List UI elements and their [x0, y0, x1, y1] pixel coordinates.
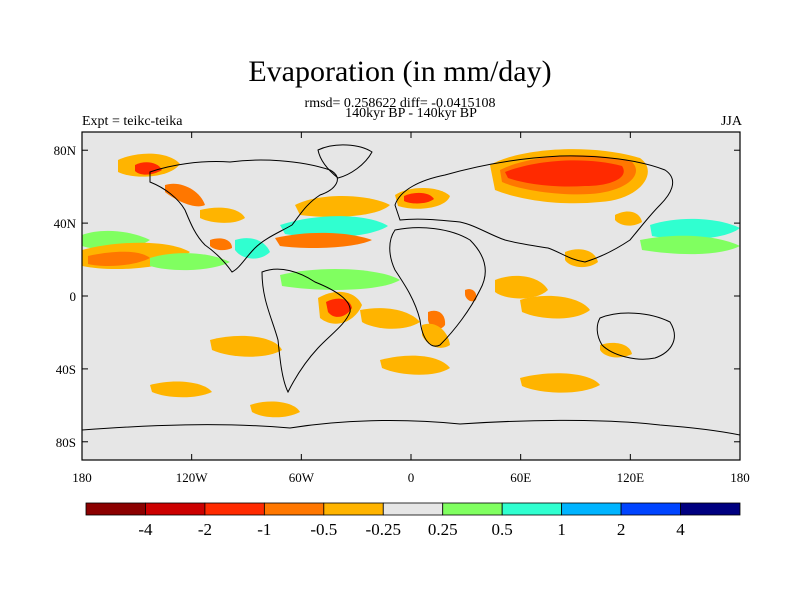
- colorbar-label: 2: [617, 520, 626, 539]
- colorbar-swatch: [382, 502, 444, 516]
- contour-brazil-core: [326, 298, 352, 317]
- colorbar-label: 0.25: [428, 520, 458, 539]
- colorbar-swatch: [680, 502, 741, 516]
- colorbar: -4 -2 -1 -0.5 -0.25 0.25 0.5 1 2 4: [85, 502, 741, 539]
- contour-madagascar: [465, 289, 477, 302]
- colorbar-swatch: [501, 502, 563, 516]
- contour-s-atlantic: [360, 308, 420, 329]
- contour-australia-south: [600, 342, 632, 358]
- y-tick-label: 40N: [54, 216, 77, 231]
- x-tick-label: 120W: [176, 470, 209, 485]
- contour-hawaii: [150, 253, 230, 271]
- x-tick-label: 180: [72, 470, 92, 485]
- colorbar-swatch: [620, 502, 681, 516]
- colorbar-swatch: [85, 502, 146, 516]
- coast-south-america: [261, 268, 351, 394]
- y-tick-label: 40S: [56, 362, 76, 377]
- colorbar-swatch: [561, 502, 622, 516]
- x-tick-label: 180: [730, 470, 750, 485]
- x-tick-label: 60W: [289, 470, 315, 485]
- contour-s-pacific: [210, 335, 282, 357]
- coast-australia: [596, 312, 675, 360]
- colorbar-swatch: [442, 502, 503, 516]
- colorbar-label: 0.5: [492, 520, 513, 539]
- x-tick-label: 0: [408, 470, 415, 485]
- colorbar-label: -0.5: [310, 520, 337, 539]
- colorbar-label: -1: [257, 520, 271, 539]
- contour-s-indian: [520, 295, 590, 319]
- contour-n-pacific-core: [88, 251, 150, 266]
- coast-greenland: [317, 144, 373, 179]
- experiment-label: Expt = teikc-teika: [82, 114, 183, 129]
- contour-n-atlantic-pos: [280, 216, 388, 238]
- coast-antarctica: [82, 419, 740, 436]
- contour-s-pacific-band: [150, 381, 212, 398]
- y-tick-label: 0: [70, 289, 77, 304]
- colorbar-label: 4: [676, 520, 685, 539]
- x-tick-label: 60E: [510, 470, 531, 485]
- colorbar-label: -2: [198, 520, 212, 539]
- coast-north-america: [149, 159, 338, 273]
- coast-eurasia: [394, 155, 674, 263]
- contour-s-indian-mid: [520, 373, 600, 393]
- contour-bay-bengal: [565, 249, 598, 268]
- colorbar-swatch: [263, 502, 325, 516]
- contour-southern-ocean: [250, 401, 300, 418]
- coast-africa: [389, 227, 486, 347]
- contour-n-atlantic-neg: [295, 195, 390, 217]
- colorbar-label: 1: [557, 520, 566, 539]
- x-tick-label: 120E: [617, 470, 645, 485]
- contour-siberia-core: [505, 160, 624, 187]
- colorbar-label: -4: [138, 520, 153, 539]
- y-tick-label: 80N: [54, 143, 77, 158]
- coastlines: [82, 144, 740, 436]
- colorbar-label: -0.25: [366, 520, 401, 539]
- y-tick-label: 80S: [56, 435, 76, 450]
- contour-mexico: [210, 238, 232, 251]
- contour-fills: [82, 149, 740, 418]
- axis-ticks: 180 120W 60W 0 60E 120E 180 80N 40N 0 40S 80S: [54, 132, 750, 485]
- contour-europe-core: [404, 192, 434, 204]
- contour-s-atlantic-mid: [380, 355, 450, 375]
- colorbar-swatch: [204, 502, 265, 516]
- contour-w-pacific-pos: [650, 218, 740, 240]
- contour-trop-atlantic: [280, 268, 400, 290]
- contour-arabian-sea: [495, 275, 548, 299]
- season-label: JJA: [720, 114, 742, 129]
- plot-title: Evaporation (in mm/day): [248, 55, 552, 88]
- contour-japan: [615, 211, 642, 226]
- stats-line: rmsd= 0.258622 diff= -0.0415108: [304, 96, 496, 111]
- contour-n-atlantic-band: [275, 232, 372, 248]
- contour-ne-pacific: [200, 207, 245, 223]
- colorbar-swatch: [323, 502, 384, 516]
- contour-w-pacific-band: [640, 235, 740, 255]
- contour-bering-core: [135, 162, 162, 175]
- contour-alaska-coast: [165, 183, 205, 207]
- colorbar-swatch: [145, 502, 206, 516]
- period-label: 140kyr BP - 140kyr BP: [345, 106, 477, 121]
